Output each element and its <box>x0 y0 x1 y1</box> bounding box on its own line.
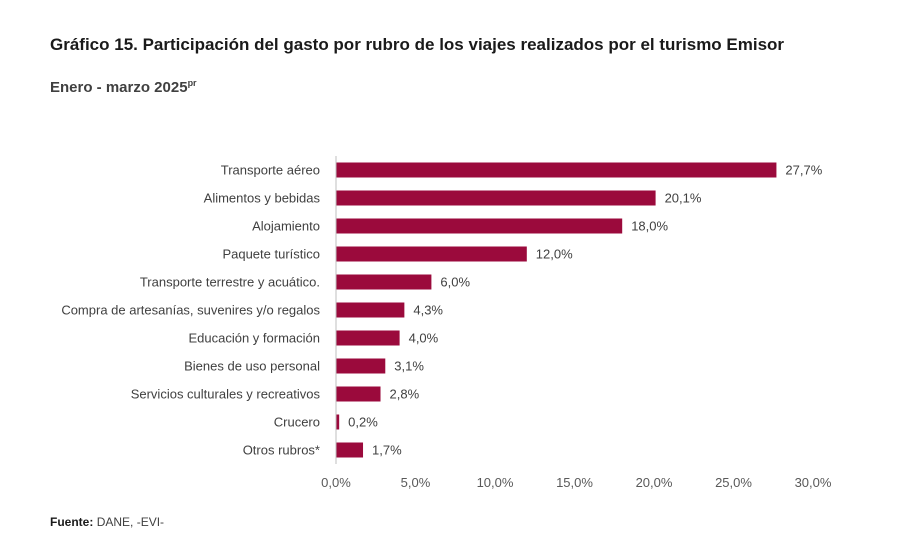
category-label: Servicios culturales y recreativos <box>131 387 321 402</box>
data-label: 1,7% <box>372 443 402 458</box>
x-tick-label: 25,0% <box>715 475 752 490</box>
bar <box>336 414 340 430</box>
chart-subtitle: Enero - marzo 2025pr <box>50 78 197 96</box>
bar <box>336 274 432 290</box>
data-label: 2,8% <box>390 387 420 402</box>
x-tick-label: 0,0% <box>321 475 351 490</box>
category-label: Transporte aéreo <box>221 163 320 178</box>
bar <box>336 386 381 402</box>
category-label: Alimentos y bebidas <box>204 191 321 206</box>
data-label: 0,2% <box>348 415 378 430</box>
data-label: 27,7% <box>785 163 822 178</box>
x-tick-label: 10,0% <box>477 475 514 490</box>
bar <box>336 330 400 346</box>
data-label: 6,0% <box>440 275 470 290</box>
bar <box>336 246 527 262</box>
source-label: Fuente: <box>50 515 94 529</box>
data-label: 18,0% <box>631 219 668 234</box>
data-label: 3,1% <box>394 359 424 374</box>
chart-subtitle-text: Enero - marzo 2025 <box>50 79 188 96</box>
bar <box>336 442 364 458</box>
category-label: Paquete turístico <box>222 247 320 262</box>
source-note: Fuente: DANE, -EVI- <box>50 515 164 529</box>
data-label: 4,0% <box>409 331 439 346</box>
category-label: Alojamiento <box>252 219 320 234</box>
bar-chart: Transporte aéreo 27,7% Alimentos y bebidas… <box>61 156 832 490</box>
bar <box>336 190 656 206</box>
chart-subtitle-superscript: pr <box>187 78 197 88</box>
category-label: Crucero <box>274 415 320 430</box>
data-label: 12,0% <box>536 247 573 262</box>
chart-title: Gráfico 15. Participación del gasto por … <box>50 35 785 54</box>
x-tick-label: 5,0% <box>401 475 431 490</box>
bar <box>336 162 777 178</box>
category-label: Educación y formación <box>188 331 320 346</box>
bar <box>336 302 405 318</box>
x-tick-label: 15,0% <box>556 475 593 490</box>
data-label: 4,3% <box>413 303 443 318</box>
x-tick-label: 30,0% <box>795 475 832 490</box>
x-tick-label: 20,0% <box>636 475 673 490</box>
bar <box>336 358 386 374</box>
category-label: Otros rubros* <box>243 443 320 458</box>
category-label: Compra de artesanías, suvenires y/o rega… <box>61 303 320 318</box>
category-label: Bienes de uso personal <box>184 359 320 374</box>
data-label: 20,1% <box>665 191 702 206</box>
bar <box>336 218 623 234</box>
category-label: Transporte terrestre y acuático. <box>140 275 320 290</box>
source-text: DANE, -EVI- <box>96 515 165 529</box>
